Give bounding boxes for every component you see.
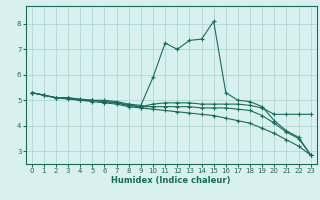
X-axis label: Humidex (Indice chaleur): Humidex (Indice chaleur) — [111, 176, 231, 185]
